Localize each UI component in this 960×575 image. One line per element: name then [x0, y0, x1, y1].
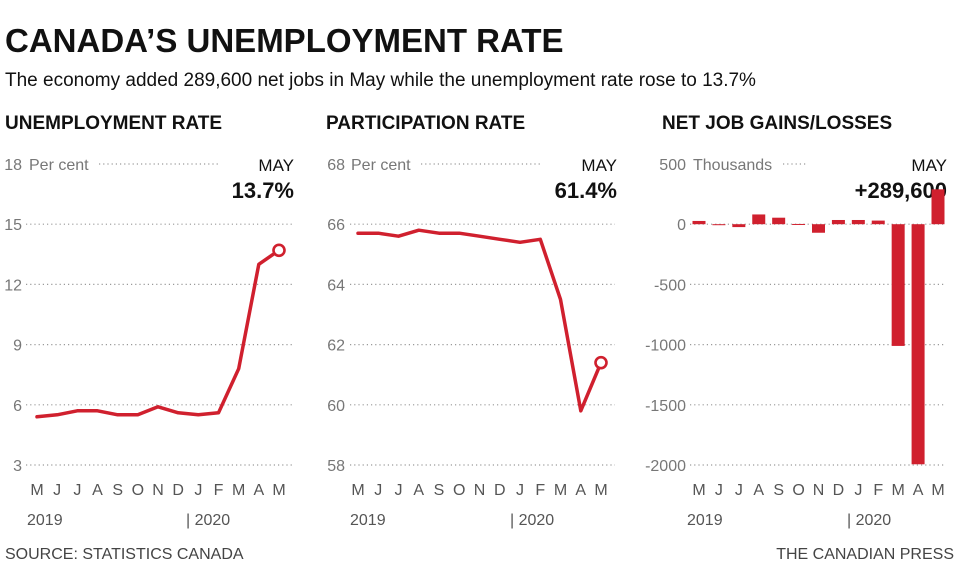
unemployment-xtick-label: F	[214, 482, 224, 499]
participation-xtick-label: D	[494, 482, 506, 499]
net-jobs-bar	[871, 220, 885, 225]
net-jobs-bar	[732, 224, 746, 228]
net-jobs-xtick-label: M	[692, 482, 705, 499]
net-jobs-xtick-label: J	[854, 482, 862, 499]
participation-xtick-label: M	[594, 482, 607, 499]
net-jobs-unit-label: Thousands	[693, 157, 772, 174]
unemployment-callout-label: MAY	[258, 156, 294, 175]
participation-xtick-label: M	[351, 482, 364, 499]
unemployment-chart-title: UNEMPLOYMENT RATE	[5, 113, 223, 134]
net-jobs-bar	[772, 217, 786, 225]
unemployment-xtick-label: N	[152, 482, 164, 499]
participation-unit-label: Per cent	[351, 157, 411, 174]
net-jobs-ytick-label: -2000	[645, 458, 686, 475]
participation-endpoint-marker	[594, 355, 608, 370]
participation-xtick-label: J	[395, 482, 403, 499]
unemployment-xtick-label: S	[112, 482, 123, 499]
net-jobs-callout-label: MAY	[911, 156, 947, 175]
unemployment-xtick-label: D	[172, 482, 184, 499]
unemployment-ytick-label: 15	[4, 217, 22, 234]
participation-xtick-label: S	[434, 482, 445, 499]
net-jobs-xtick-label: J	[735, 482, 743, 499]
net-jobs-xtick-label: D	[833, 482, 845, 499]
participation-callout-value: 61.4%	[555, 178, 617, 203]
unemployment-ytick-label: 12	[4, 277, 22, 294]
net-jobs-xtick-label: O	[792, 482, 804, 499]
net-jobs-ytick-label: -1500	[645, 398, 686, 415]
unemployment-ytick-label: 3	[13, 458, 22, 475]
net-jobs-chart-title: NET JOB GAINS/LOSSES	[662, 113, 893, 134]
participation-ytick-label: 60	[327, 398, 345, 415]
participation-year-label: 2019	[350, 512, 386, 529]
participation-ytick-label: 68	[327, 157, 345, 174]
net-jobs-bar	[891, 224, 905, 346]
net-jobs-year-label: 2019	[687, 512, 723, 529]
net-jobs-xtick-label: J	[715, 482, 723, 499]
net-jobs-ytick-label: -1000	[645, 338, 686, 355]
participation-xtick-label: F	[535, 482, 545, 499]
net-jobs-year-label: | 2020	[847, 512, 891, 529]
unemployment-xtick-label: O	[132, 482, 144, 499]
net-jobs-xtick-label: F	[873, 482, 883, 499]
unemployment-xtick-label: J	[53, 482, 61, 499]
net-jobs-bar	[831, 219, 845, 225]
unemployment-xtick-label: A	[92, 482, 103, 499]
unemployment-line	[35, 248, 281, 419]
unemployment-xtick-label: J	[194, 482, 202, 499]
net-jobs-xtick-label: A	[753, 482, 764, 499]
participation-chart-title: PARTICIPATION RATE	[326, 113, 526, 134]
unemployment-year-label: 2019	[27, 512, 63, 529]
participation-xtick-label: J	[516, 482, 524, 499]
unemployment-xtick-label: M	[272, 482, 285, 499]
page-title: CANADA’S UNEMPLOYMENT RATE	[5, 22, 564, 59]
unemployment-xtick-label: M	[30, 482, 43, 499]
unemployment-ytick-label: 9	[13, 338, 22, 355]
net-jobs-ytick-label: -500	[654, 277, 686, 294]
participation-callout-label: MAY	[581, 156, 617, 175]
unemployment-xtick-label: J	[73, 482, 81, 499]
unemployment-unit-label: Per cent	[29, 157, 89, 174]
net-jobs-xtick-label: M	[931, 482, 944, 499]
net-jobs-bar	[792, 223, 806, 225]
participation-xtick-label: A	[413, 482, 424, 499]
participation-ytick-label: 64	[327, 277, 345, 294]
participation-ytick-label: 58	[327, 458, 345, 475]
net-jobs-bar	[931, 189, 945, 225]
unemployment-ytick-label: 18	[4, 157, 22, 174]
source-note: SOURCE: STATISTICS CANADA	[5, 546, 244, 563]
unemployment-ytick-label: 6	[13, 398, 22, 415]
net-jobs-bar	[851, 219, 865, 225]
participation-xtick-label: N	[474, 482, 486, 499]
participation-xtick-label: A	[575, 482, 586, 499]
participation-xtick-label: O	[453, 482, 465, 499]
net-jobs-bar	[752, 214, 766, 225]
net-jobs-xtick-label: A	[913, 482, 924, 499]
unemployment-year-label: | 2020	[186, 512, 230, 529]
net-jobs-bar	[911, 224, 925, 465]
participation-ytick-label: 66	[327, 217, 345, 234]
unemployment-xtick-label: A	[253, 482, 264, 499]
participation-year-label: | 2020	[510, 512, 554, 529]
participation-xtick-label: J	[374, 482, 382, 499]
participation-ytick-label: 62	[327, 338, 345, 355]
unemployment-xtick-label: M	[232, 482, 245, 499]
participation-xtick-label: M	[554, 482, 567, 499]
unemployment-endpoint-marker	[272, 243, 286, 258]
net-jobs-bar	[812, 224, 825, 233]
net-jobs-bar	[712, 224, 726, 226]
unemployment-callout-value: 13.7%	[232, 178, 294, 203]
net-jobs-xtick-label: S	[773, 482, 784, 499]
participation-line	[356, 228, 603, 413]
page-subtitle: The economy added 289,600 net jobs in Ma…	[5, 70, 756, 91]
net-jobs-xtick-label: N	[813, 482, 825, 499]
net-jobs-bar	[692, 220, 706, 225]
credit-note: THE CANADIAN PRESS	[776, 546, 954, 563]
net-jobs-xtick-label: M	[892, 482, 905, 499]
net-jobs-ytick-label: 0	[677, 217, 686, 234]
net-jobs-ytick-label: 500	[659, 157, 686, 174]
